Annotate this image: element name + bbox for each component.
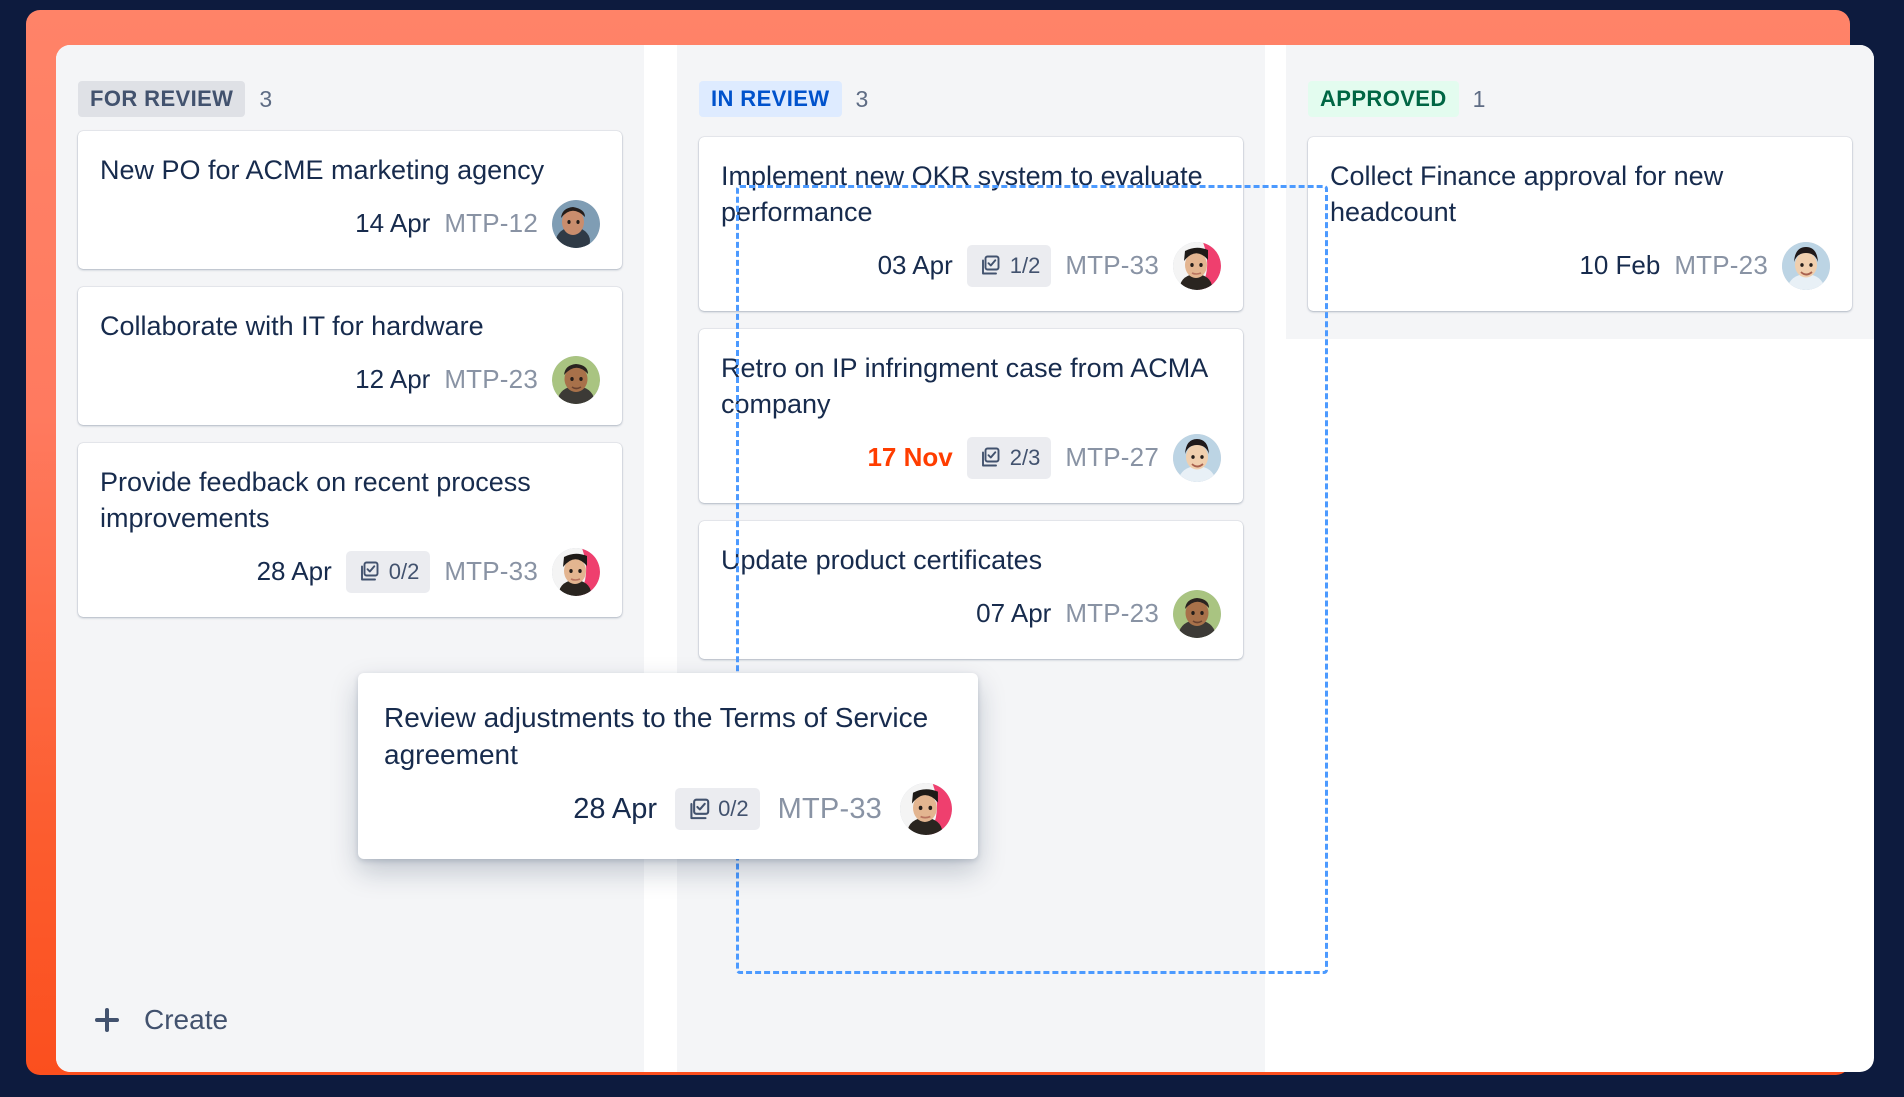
kanban-card[interactable]: Collect Finance approval for new headcou… — [1308, 137, 1852, 311]
column-card-count: 3 — [855, 85, 869, 112]
column-header: FOR REVIEW 3 — [56, 45, 644, 117]
card-title: Review adjustments to the Terms of Servi… — [384, 702, 929, 771]
checklist-icon — [978, 254, 1002, 278]
card-title: Implement new OKR system to evaluate per… — [721, 161, 1203, 227]
checklist-badge: 0/2 — [345, 550, 431, 593]
checklist-count: 0/2 — [388, 558, 420, 584]
card-meta: 17 Nov 2/3 MTP-27 — [721, 433, 1221, 483]
column-header: APPROVED 1 — [1286, 45, 1874, 117]
kanban-card[interactable]: Collaborate with IT for hardware 12 Apr … — [78, 286, 622, 425]
kanban-card[interactable]: Implement new OKR system to evaluate per… — [699, 137, 1243, 311]
assignee-avatar[interactable] — [1173, 589, 1221, 638]
column-card-list: Implement new OKR system to evaluate per… — [677, 117, 1265, 659]
checklist-badge: 0/2 — [675, 788, 760, 831]
assignee-avatar[interactable] — [1173, 433, 1221, 482]
checklist-icon — [357, 560, 381, 584]
checklist-badge: 2/3 — [966, 436, 1052, 479]
board-column-approved[interactable]: APPROVED 1 Collect Finance approval for … — [1286, 45, 1874, 339]
card-due-date: 12 Apr — [355, 364, 431, 395]
board-column-in-review[interactable]: IN REVIEW 3 Implement new OKR system to … — [677, 45, 1265, 1072]
kanban-card[interactable]: Provide feedback on recent process impro… — [78, 442, 622, 617]
plus-icon — [92, 1005, 122, 1035]
card-title: Collect Finance approval for new headcou… — [1330, 161, 1724, 227]
kanban-board: FOR REVIEW 3 New PO for ACME marketing a… — [56, 45, 1874, 1072]
column-card-list: Collect Finance approval for new headcou… — [1286, 117, 1874, 311]
assignee-avatar[interactable] — [1173, 241, 1221, 290]
column-status-chip: IN REVIEW — [699, 81, 842, 117]
checklist-count: 1/2 — [1009, 252, 1041, 278]
card-due-date: 28 Apr — [573, 792, 658, 825]
assignee-avatar[interactable] — [1782, 241, 1830, 290]
card-due-date: 07 Apr — [976, 598, 1052, 629]
create-button-label: Create — [144, 1004, 229, 1035]
column-status-chip: APPROVED — [1308, 81, 1459, 117]
checklist-count: 0/2 — [718, 796, 749, 822]
card-due-date-overdue: 17 Nov — [867, 442, 953, 473]
card-due-date: 10 Feb — [1579, 250, 1661, 281]
board-column-for-review[interactable]: FOR REVIEW 3 New PO for ACME marketing a… — [56, 45, 644, 1072]
column-header: IN REVIEW 3 — [677, 45, 1265, 117]
dragged-kanban-card[interactable]: Review adjustments to the Terms of Servi… — [358, 673, 978, 860]
column-card-count: 3 — [259, 85, 273, 112]
card-meta: 14 Apr MTP-12 — [100, 199, 600, 249]
kanban-card[interactable]: New PO for ACME marketing agency 14 Apr … — [78, 131, 622, 269]
card-title: Update product certificates — [721, 544, 1043, 575]
card-due-date: 03 Apr — [877, 250, 953, 281]
column-card-count: 1 — [1472, 85, 1486, 112]
card-meta: 28 Apr 0/2 MTP-33 — [100, 547, 600, 597]
card-issue-key: MTP-27 — [1065, 442, 1159, 473]
card-title: Provide feedback on recent process impro… — [100, 466, 531, 533]
kanban-card[interactable]: Update product certificates 07 Apr MTP-2… — [699, 520, 1243, 659]
card-due-date: 28 Apr — [256, 556, 332, 587]
kanban-card[interactable]: Retro on IP infringment case from ACMA c… — [699, 328, 1243, 503]
card-issue-key: MTP-33 — [444, 556, 538, 587]
checklist-icon — [978, 446, 1002, 470]
assignee-avatar[interactable] — [552, 355, 600, 404]
assignee-avatar[interactable] — [552, 547, 600, 596]
column-card-list: New PO for ACME marketing agency 14 Apr … — [56, 117, 644, 617]
checklist-icon — [686, 797, 710, 821]
assignee-avatar[interactable] — [552, 199, 600, 248]
card-due-date: 14 Apr — [355, 208, 431, 239]
card-issue-key: MTP-23 — [444, 364, 538, 395]
card-issue-key: MTP-33 — [777, 792, 882, 825]
column-status-chip: FOR REVIEW — [78, 81, 246, 117]
create-button[interactable]: Create — [78, 994, 242, 1046]
card-meta: 12 Apr MTP-23 — [100, 355, 600, 405]
card-title: Retro on IP infringment case from ACMA c… — [721, 352, 1207, 419]
card-meta: 10 Feb MTP-23 — [1330, 241, 1830, 291]
card-issue-key: MTP-23 — [1674, 250, 1768, 281]
checklist-count: 2/3 — [1009, 444, 1041, 470]
card-issue-key: MTP-33 — [1065, 250, 1159, 281]
card-meta: 28 Apr 0/2 MTP-33 — [384, 783, 952, 836]
card-meta: 03 Apr 1/2 MTP-33 — [721, 241, 1221, 291]
card-issue-key: MTP-23 — [1065, 598, 1159, 629]
card-meta: 07 Apr MTP-23 — [721, 589, 1221, 639]
card-title: Collaborate with IT for hardware — [100, 310, 484, 341]
card-title: New PO for ACME marketing agency — [100, 155, 545, 185]
assignee-avatar[interactable] — [900, 783, 952, 836]
checklist-badge: 1/2 — [966, 244, 1052, 287]
card-issue-key: MTP-12 — [444, 208, 538, 239]
